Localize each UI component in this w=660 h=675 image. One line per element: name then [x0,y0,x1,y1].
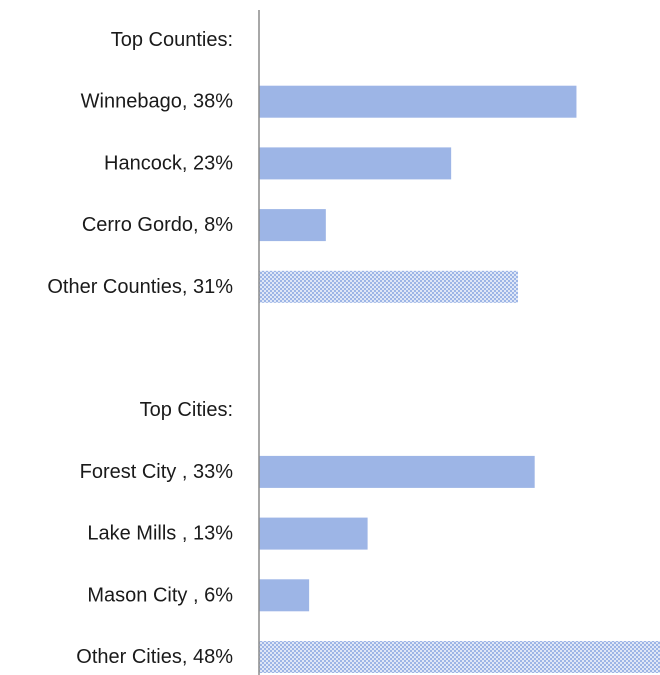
category-label: Forest City , 33% [80,461,234,483]
bar [259,209,326,242]
bar [259,579,310,612]
category-labels: Top Counties: Winnebago, 38% Hancock, 23% C… [47,29,233,668]
category-label: Mason City , 6% [87,584,233,606]
category-label: Top Cities: [140,399,233,421]
category-label: Top Counties: [111,29,233,51]
category-label: Cerro Gordo, 8% [82,214,233,236]
bar [259,270,518,303]
bar [259,455,535,488]
category-label: Other Cities, 48% [76,646,233,668]
bar [259,147,452,180]
bar [259,517,368,550]
bar [259,641,660,673]
bar [259,85,577,118]
category-label: Winnebago, 38% [81,91,234,113]
category-label: Other Counties, 31% [47,276,233,298]
category-label: Hancock, 23% [104,152,233,174]
category-label: Lake Mills , 13% [87,523,233,545]
bars-layer [259,85,660,673]
